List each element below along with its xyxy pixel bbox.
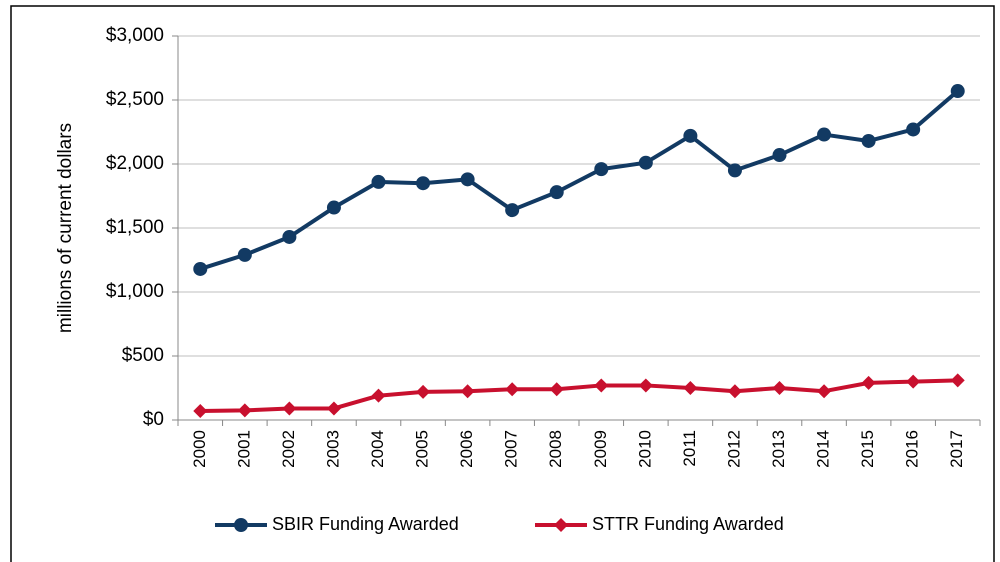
data-point bbox=[861, 375, 876, 390]
y-axis-label: millions of current dollars bbox=[55, 123, 76, 333]
data-point bbox=[727, 163, 742, 178]
x-tick-label: 2012 bbox=[724, 430, 743, 468]
legend-label: STTR Funding Awarded bbox=[592, 514, 784, 534]
x-tick-label: 2005 bbox=[413, 430, 432, 468]
y-tick-label: $500 bbox=[122, 345, 164, 366]
x-tick-label: 2007 bbox=[502, 430, 521, 468]
data-point bbox=[505, 203, 520, 218]
data-point bbox=[683, 128, 698, 143]
data-point bbox=[683, 381, 698, 395]
y-tick-label: $1,000 bbox=[106, 281, 164, 302]
data-point bbox=[594, 378, 609, 393]
data-point bbox=[861, 133, 876, 148]
data-point bbox=[371, 174, 386, 189]
x-tick-label: 2000 bbox=[190, 430, 209, 468]
data-point bbox=[906, 374, 921, 389]
data-point bbox=[193, 261, 208, 276]
data-point bbox=[416, 384, 431, 399]
data-point bbox=[950, 84, 965, 99]
x-tick-label: 2001 bbox=[234, 430, 253, 468]
data-point bbox=[282, 229, 297, 244]
data-point bbox=[460, 384, 475, 399]
legend-marker bbox=[554, 518, 568, 532]
y-tick-label: $0 bbox=[143, 409, 164, 430]
data-point bbox=[326, 401, 341, 416]
x-tick-label: 2011 bbox=[680, 430, 699, 467]
x-tick-label: 2017 bbox=[947, 430, 966, 468]
x-tick-label: 2015 bbox=[858, 430, 877, 468]
data-point bbox=[638, 378, 653, 393]
data-point bbox=[950, 373, 965, 388]
data-point bbox=[549, 382, 564, 397]
data-point bbox=[549, 185, 564, 200]
x-tick-label: 2006 bbox=[457, 430, 476, 468]
series-line bbox=[199, 89, 960, 271]
y-tick-label: $2,500 bbox=[106, 89, 164, 110]
legend-marker bbox=[234, 518, 248, 532]
x-tick-label: 2013 bbox=[769, 430, 788, 468]
data-point bbox=[727, 384, 742, 399]
data-point bbox=[505, 382, 520, 397]
chart-frame bbox=[10, 5, 995, 562]
x-tick-label: 2002 bbox=[279, 430, 298, 468]
data-point bbox=[594, 162, 609, 177]
data-point bbox=[460, 172, 475, 187]
x-tick-label: 2008 bbox=[546, 430, 565, 468]
y-tick-label: $3,000 bbox=[106, 25, 164, 46]
x-tick-label: 2004 bbox=[368, 430, 387, 468]
data-point bbox=[193, 404, 208, 419]
data-point bbox=[817, 127, 832, 142]
legend-label: SBIR Funding Awarded bbox=[272, 514, 459, 534]
data-point bbox=[282, 401, 297, 416]
data-point bbox=[371, 388, 386, 403]
data-point bbox=[638, 155, 653, 170]
y-tick-label: $2,000 bbox=[106, 153, 164, 174]
data-point bbox=[326, 200, 341, 215]
data-point bbox=[416, 176, 431, 191]
data-point bbox=[237, 247, 252, 262]
y-tick-label: $1,500 bbox=[106, 217, 164, 238]
data-point bbox=[817, 384, 832, 399]
x-tick-label: 2009 bbox=[591, 430, 610, 468]
data-point bbox=[906, 122, 921, 137]
data-point bbox=[772, 148, 787, 163]
x-tick-label: 2016 bbox=[903, 430, 922, 468]
data-point bbox=[772, 381, 787, 395]
x-tick-label: 2010 bbox=[635, 430, 654, 468]
x-tick-label: 2014 bbox=[814, 430, 833, 468]
data-point bbox=[237, 403, 252, 418]
x-tick-label: 2003 bbox=[323, 430, 342, 468]
series-line bbox=[200, 378, 958, 414]
